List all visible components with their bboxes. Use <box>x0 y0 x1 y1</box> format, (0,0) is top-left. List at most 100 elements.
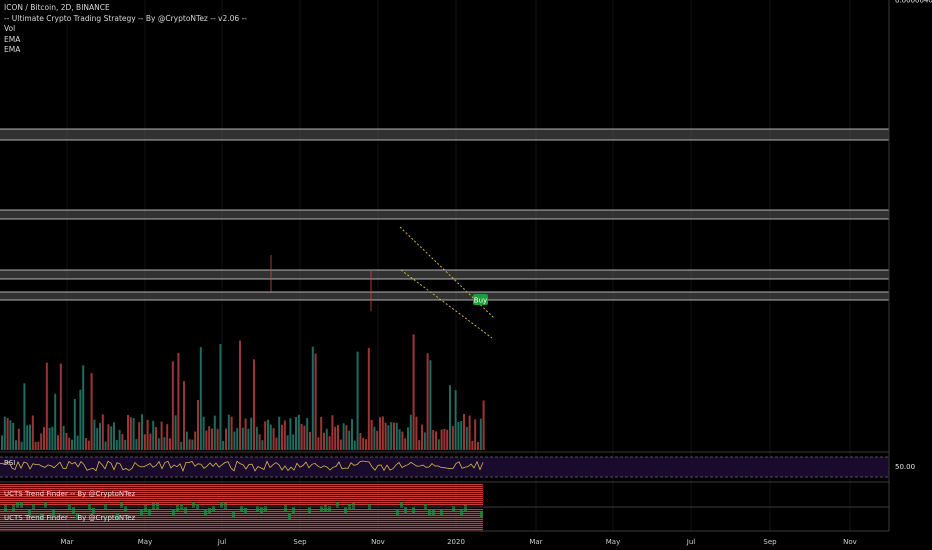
time-tick-label: Jul <box>686 538 696 546</box>
volume-bar <box>289 418 292 450</box>
strategy-line: -- Ultimate Crypto Trading Strategy -- B… <box>4 13 247 23</box>
volume-bar <box>138 422 141 450</box>
time-tick-label: May <box>606 538 620 546</box>
volume-bar <box>306 418 309 450</box>
volume-bar <box>79 389 82 450</box>
volume-bar <box>110 426 113 450</box>
volume-bar <box>351 419 353 450</box>
volume-bar <box>359 433 362 450</box>
volume-bar <box>174 415 177 450</box>
volume-bar <box>468 415 471 450</box>
volume-bar <box>85 438 87 450</box>
volume-bar <box>141 414 143 450</box>
price-candles <box>270 255 372 311</box>
volume-bar <box>37 441 40 450</box>
volume-bar <box>188 439 191 450</box>
volume-bar <box>40 433 43 450</box>
volume-bar <box>118 429 121 450</box>
volume-bar <box>26 425 29 450</box>
volume-bar <box>87 440 90 450</box>
symbol-line: ICON / Bitcoin, 2D, BINANCE <box>4 3 110 12</box>
volume-bar <box>143 434 146 450</box>
volume-bar <box>449 385 451 450</box>
volume-bar <box>163 437 166 450</box>
chart-legend: ICON / Bitcoin, 2D, BINANCE -- Ultimate … <box>4 3 247 56</box>
volume-bar <box>446 429 449 450</box>
volume-bar <box>3 416 6 450</box>
volume-bar <box>31 415 34 450</box>
volume-bar <box>113 422 115 450</box>
time-tick-label: Sep <box>763 538 777 546</box>
volume-bar <box>426 353 429 450</box>
volume-bar <box>82 365 85 450</box>
volume-bar <box>421 424 423 450</box>
volume-bar <box>339 439 342 450</box>
volume-bar <box>20 441 23 450</box>
volume-bar <box>93 419 96 450</box>
volume-bar <box>267 419 269 450</box>
volume-bar <box>384 422 387 450</box>
volume-bar <box>177 352 180 450</box>
volume-bar <box>12 422 15 450</box>
volume-bar <box>437 439 440 450</box>
volume-bar <box>264 421 267 450</box>
volume-bar <box>205 430 208 450</box>
volume-bar <box>230 416 233 450</box>
volume-bar <box>233 431 236 450</box>
volume-bar <box>261 440 264 450</box>
volume-bar <box>348 430 351 450</box>
volume-bar <box>54 393 57 450</box>
time-tick-label: Nov <box>843 538 857 546</box>
volume-bar <box>297 414 300 450</box>
volume-bar <box>342 423 345 450</box>
volume-bar <box>247 428 250 450</box>
volume-bar <box>334 426 337 450</box>
volume-bar <box>435 431 437 450</box>
time-tick-label: Mar <box>60 538 73 546</box>
volume-bar <box>415 416 418 450</box>
volume-bar <box>29 424 31 450</box>
indicator-vol: Vol <box>4 24 16 33</box>
volume-bar <box>457 422 460 450</box>
volume-bar <box>135 439 138 450</box>
volume-bar <box>96 428 99 450</box>
volume-bar <box>121 433 124 450</box>
chart-grid <box>66 0 851 531</box>
volume-bar <box>155 427 157 450</box>
volume-bar <box>255 426 258 450</box>
trend-finder-title-2: UCTS Trend Finder -- By @CryptoNTez <box>4 514 136 522</box>
volume-bar <box>269 424 272 450</box>
time-tick-label: Sep <box>293 538 307 546</box>
volume-bar <box>76 435 79 450</box>
panel-separators <box>0 0 890 532</box>
volume-bar <box>353 440 356 450</box>
volume-bar <box>471 440 474 450</box>
volume-bar <box>65 433 68 450</box>
time-tick-label: Mar <box>529 538 542 546</box>
volume-bar <box>451 426 454 450</box>
volume-bar <box>465 426 468 450</box>
volume-bar <box>320 417 323 450</box>
volume-bar <box>409 414 412 450</box>
volume-bar <box>401 431 404 450</box>
volume-bar <box>107 424 110 450</box>
volume-bar <box>202 416 205 450</box>
volume-bar <box>152 420 155 450</box>
volume-bar <box>429 360 432 450</box>
time-tick-label: May <box>138 538 152 546</box>
volume-bar <box>166 424 169 450</box>
volume-bar <box>48 427 51 450</box>
volume-bar <box>99 423 101 450</box>
volume-bar <box>222 440 225 450</box>
volume-bar <box>149 433 152 450</box>
volume-bar <box>90 373 93 450</box>
volume-bar <box>390 422 393 450</box>
volume-bar <box>57 435 59 450</box>
volume-bar <box>387 425 390 450</box>
volume-bar <box>171 361 174 450</box>
volume-bar <box>482 400 485 450</box>
volume-bar <box>328 436 331 450</box>
volume-bar <box>15 440 17 450</box>
volume-bar <box>244 418 247 450</box>
